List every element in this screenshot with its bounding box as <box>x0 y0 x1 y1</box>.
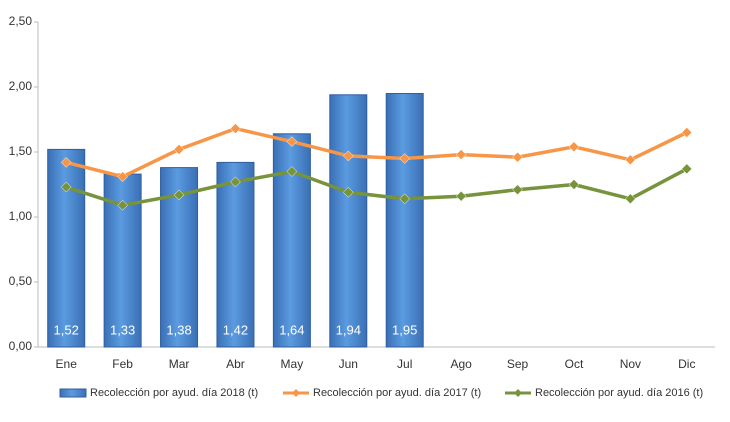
data-label: 1,64 <box>279 322 304 337</box>
data-label: 1,38 <box>166 322 191 337</box>
data-label: 1,52 <box>54 322 79 337</box>
x-tick-label: Mar <box>169 357 190 371</box>
x-tick-label: Ene <box>56 357 78 371</box>
x-tick-label: Sep <box>507 357 529 371</box>
x-tick-label: Nov <box>620 357 641 371</box>
x-tick-label: Feb <box>112 357 133 371</box>
marker <box>455 149 467 160</box>
x-tick-label: Dic <box>678 357 695 371</box>
y-tick-label: 1,50 <box>9 144 33 158</box>
marker <box>230 123 241 134</box>
marker <box>230 176 241 188</box>
x-tick-label: Oct <box>565 357 584 371</box>
data-label: 1,95 <box>392 322 417 337</box>
data-label: 1,42 <box>223 322 248 337</box>
y-tick-label: 2,50 <box>9 14 33 28</box>
y-tick-label: 0,00 <box>9 339 33 353</box>
x-tick-label: Ago <box>450 357 472 371</box>
legend-marker <box>292 389 300 397</box>
line <box>65 167 688 208</box>
y-tick-label: 1,00 <box>9 209 33 223</box>
marker <box>173 144 185 155</box>
legend-label: Recolección por ayud. día 2017 (t) <box>313 387 481 399</box>
marker <box>625 193 636 205</box>
marker <box>512 151 523 163</box>
marker <box>399 193 411 205</box>
marker <box>286 166 298 177</box>
line <box>65 126 688 179</box>
marker <box>568 141 580 153</box>
legend-marker <box>514 389 522 397</box>
bar <box>216 161 255 348</box>
legend-label: Recolección por ayud. día 2018 (t) <box>90 387 258 399</box>
marker <box>342 150 354 162</box>
y-tick-label: 0,50 <box>9 274 33 288</box>
x-tick-label: May <box>281 357 304 371</box>
marker <box>342 186 354 198</box>
y-tick-label: 2,00 <box>9 79 33 93</box>
marker <box>681 127 693 138</box>
marker <box>681 163 693 175</box>
marker <box>568 179 580 190</box>
marker <box>60 157 72 168</box>
marker <box>512 184 523 196</box>
x-tick-label: Jun <box>339 357 358 371</box>
marker <box>173 189 185 201</box>
data-label: 1,94 <box>336 322 361 337</box>
legend-swatch <box>59 388 87 398</box>
bar <box>272 133 311 348</box>
bar <box>329 94 368 348</box>
marker <box>117 171 128 183</box>
marker <box>399 153 411 164</box>
marker <box>455 190 467 202</box>
marker <box>60 181 72 193</box>
marker <box>117 199 128 211</box>
legend-label: Recolección por ayud. día 2016 (t) <box>535 387 703 399</box>
x-tick-label: Abr <box>226 357 245 371</box>
marker <box>286 136 298 147</box>
marker <box>625 154 636 166</box>
bar <box>385 93 424 348</box>
bar <box>47 148 86 348</box>
x-tick-label: Jul <box>397 357 412 371</box>
data-label: 1,33 <box>110 322 135 337</box>
